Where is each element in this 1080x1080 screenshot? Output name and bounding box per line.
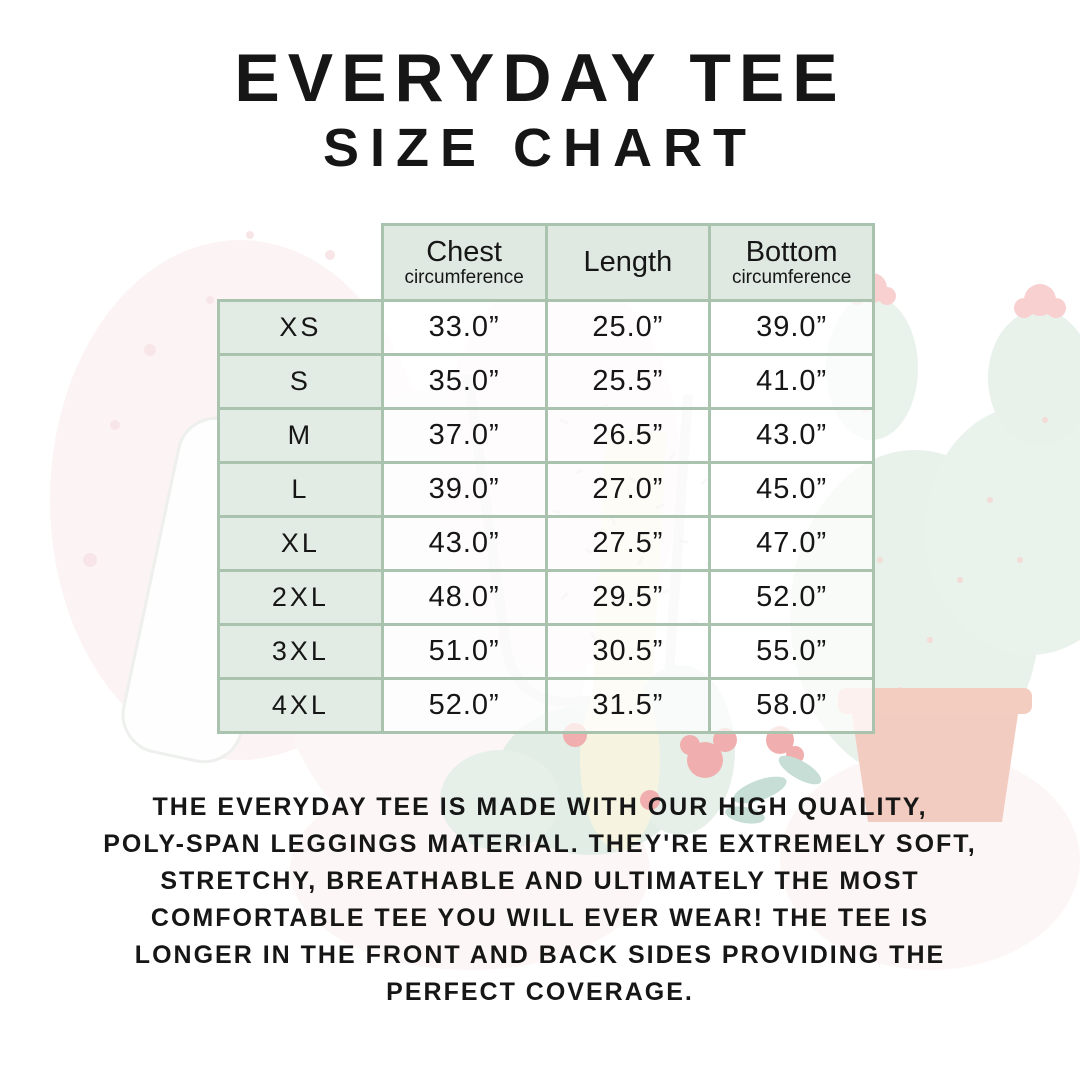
column-label: Length [583, 246, 673, 278]
description-line: LONGER IN THE FRONT AND BACK SIDES PROVI… [134, 941, 946, 969]
chest-value: 43.0” [380, 515, 548, 572]
length-value: 26.5” [544, 407, 712, 464]
description-text: THE EVERYDAY TEE IS MADE WITH OUR HIGH Q… [0, 789, 1080, 1011]
column-header-bottom: Bottom circumference [708, 223, 875, 302]
size-label: 4XL [217, 677, 384, 734]
bottom-value: 55.0” [708, 623, 875, 680]
chest-value: 39.0” [380, 461, 548, 518]
bottom-value: 41.0” [708, 353, 875, 410]
description-line: POLY-SPAN LEGGINGS MATERIAL. THEY'RE EXT… [103, 830, 977, 858]
column-label: Chest [426, 236, 502, 268]
foliage-illustration [440, 665, 822, 855]
leaf-icon [725, 755, 822, 824]
page-title: EVERYDAY TEE SIZE CHART [0, 40, 1080, 178]
table-row: 3XL 51.0” 30.5” 55.0” [217, 623, 875, 680]
length-value: 27.0” [544, 461, 712, 518]
chest-value: 48.0” [380, 569, 548, 626]
size-label: M [217, 407, 384, 464]
table-row: L 39.0” 27.0” 45.0” [217, 461, 875, 518]
length-value: 27.5” [544, 515, 712, 572]
size-label: L [217, 461, 384, 518]
size-label: 2XL [217, 569, 384, 626]
column-label: Bottom [745, 236, 838, 268]
chest-value: 33.0” [380, 299, 548, 356]
description-line: COMFORTABLE TEE YOU WILL EVER WEAR! THE … [150, 904, 930, 932]
column-sublabel: circumference [404, 267, 524, 288]
table-row: M 37.0” 26.5” 43.0” [217, 407, 875, 464]
table-row: 2XL 48.0” 29.5” 52.0” [217, 569, 875, 626]
table-row: S 35.0” 25.5” 41.0” [217, 353, 875, 410]
length-value: 30.5” [544, 623, 712, 680]
chest-value: 35.0” [380, 353, 548, 410]
bottom-value: 58.0” [708, 677, 875, 734]
table-row: XS 33.0” 25.0” 39.0” [217, 299, 875, 356]
bottom-value: 45.0” [708, 461, 875, 518]
size-label: S [217, 353, 384, 410]
size-label: XS [217, 299, 384, 356]
chest-value: 51.0” [380, 623, 548, 680]
column-header-length: Length [544, 223, 712, 302]
bottom-value: 39.0” [708, 299, 875, 356]
size-label: 3XL [217, 623, 384, 680]
size-chart-table: Chest circumference Length Bottom circum… [217, 223, 875, 734]
description-line: PERFECT COVERAGE. [386, 978, 694, 1006]
table-row: XL 43.0” 27.5” 47.0” [217, 515, 875, 572]
bottom-value: 43.0” [708, 407, 875, 464]
length-value: 31.5” [544, 677, 712, 734]
chest-value: 52.0” [380, 677, 548, 734]
chest-value: 37.0” [380, 407, 548, 464]
header-row: Chest circumference Length Bottom circum… [219, 223, 875, 302]
length-value: 29.5” [544, 569, 712, 626]
column-sublabel: circumference [731, 267, 852, 288]
length-value: 25.5” [544, 353, 712, 410]
description-line: THE EVERYDAY TEE IS MADE WITH OUR HIGH Q… [152, 793, 928, 821]
blank-header-cell [219, 225, 383, 301]
table-row: 4XL 52.0” 31.5” 58.0” [217, 677, 875, 734]
page-subtitle: SIZE CHART [323, 118, 757, 178]
length-value: 25.0” [544, 299, 712, 356]
bottom-value: 52.0” [708, 569, 875, 626]
bottom-value: 47.0” [708, 515, 875, 572]
column-header-chest: Chest circumference [380, 223, 548, 302]
description-line: STRETCHY, BREATHABLE AND ULTIMATELY THE … [160, 867, 920, 895]
product-title: EVERYDAY TEE [234, 40, 846, 116]
flower-pot-icon [838, 688, 1032, 822]
size-label: XL [217, 515, 384, 572]
